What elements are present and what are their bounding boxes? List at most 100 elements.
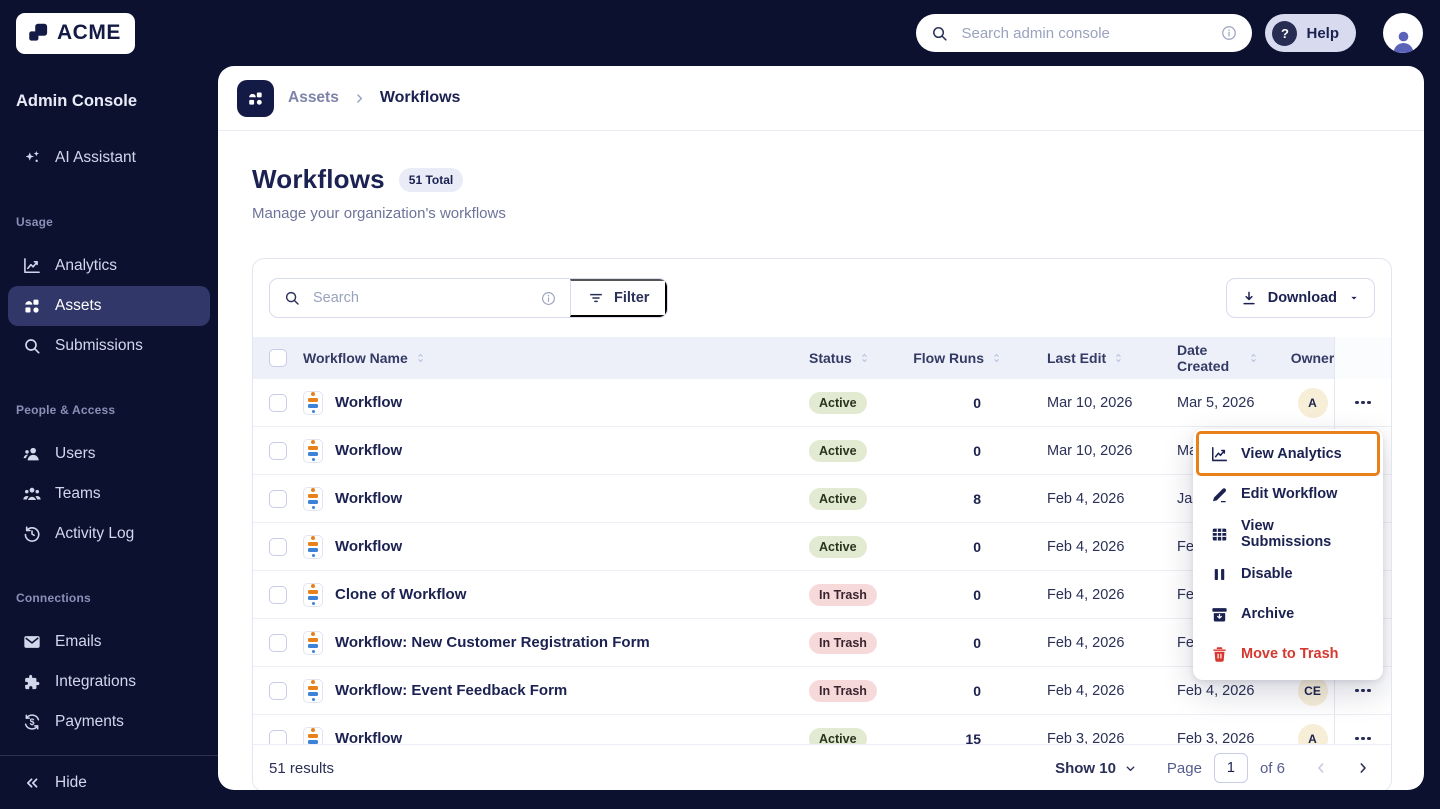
collapse-icon bbox=[22, 773, 42, 793]
sidebar-item-teams[interactable]: Teams bbox=[8, 474, 210, 514]
menu-item-view-submissions[interactable]: View Submissions bbox=[1193, 514, 1383, 554]
workflow-name-link[interactable]: Workflow bbox=[335, 394, 403, 411]
row-checkbox[interactable] bbox=[269, 537, 287, 556]
acme-logo[interactable]: ACME bbox=[16, 12, 135, 54]
last-edit-value: Mar 10, 2026 bbox=[1047, 394, 1133, 411]
sidebar-item-label: Teams bbox=[55, 485, 101, 502]
row-checkbox[interactable] bbox=[269, 489, 287, 508]
last-edit-value: Feb 4, 2026 bbox=[1047, 634, 1125, 651]
menu-item-move-to-trash[interactable]: Move to Trash bbox=[1193, 634, 1383, 674]
sidebar-item-label: Assets bbox=[55, 297, 102, 314]
page-title: Workflows bbox=[252, 164, 385, 194]
workflows-table-card: Filter Download Workflow Name Status Flo… bbox=[252, 258, 1392, 790]
menu-item-edit-workflow[interactable]: Edit Workflow bbox=[1193, 474, 1383, 514]
workflow-name-link[interactable]: Workflow: Event Feedback Form bbox=[335, 682, 568, 699]
date-created-value: Fe bbox=[1177, 538, 1194, 555]
column-header-status[interactable]: Status bbox=[809, 350, 871, 366]
status-badge: In Trash bbox=[809, 679, 877, 702]
page-header: Workflows 51 Total Manage your organizat… bbox=[218, 131, 1424, 222]
next-page-button[interactable] bbox=[1351, 756, 1375, 780]
workflow-icon bbox=[303, 582, 323, 607]
global-search-input[interactable] bbox=[959, 23, 1211, 43]
menu-item-disable[interactable]: Disable bbox=[1193, 554, 1383, 594]
breadcrumb: Assets Workflows bbox=[218, 66, 1424, 131]
sidebar-item-label: Payments bbox=[55, 713, 124, 730]
last-edit-value: Feb 4, 2026 bbox=[1047, 490, 1125, 507]
column-header-flow-runs[interactable]: Flow Runs bbox=[913, 350, 1003, 366]
row-checkbox[interactable] bbox=[269, 633, 287, 652]
column-header-owner[interactable]: Owner bbox=[1291, 350, 1334, 366]
chart-icon bbox=[1210, 445, 1229, 464]
column-header-workflow-name[interactable]: Workflow Name bbox=[303, 350, 427, 366]
sidebar-hide-button[interactable]: Hide bbox=[8, 763, 210, 803]
filter-button[interactable]: Filter bbox=[570, 279, 668, 317]
person-icon bbox=[1393, 31, 1413, 53]
row-actions-button[interactable] bbox=[1349, 395, 1377, 411]
table-search[interactable] bbox=[270, 279, 570, 317]
select-all-checkbox[interactable] bbox=[269, 349, 287, 367]
teams-icon bbox=[22, 484, 42, 504]
status-badge: Active bbox=[809, 487, 867, 510]
sidebar-item-activity-log[interactable]: Activity Log bbox=[8, 514, 210, 554]
acme-logo-icon bbox=[26, 20, 52, 46]
last-edit-value: Feb 4, 2026 bbox=[1047, 538, 1125, 555]
archive-icon bbox=[1210, 605, 1229, 624]
sidebar-item-emails[interactable]: Emails bbox=[8, 622, 210, 662]
sidebar-item-integrations[interactable]: Integrations bbox=[8, 662, 210, 702]
breadcrumb-assets-link[interactable]: Assets bbox=[288, 89, 339, 106]
column-header-date-created[interactable]: Date Created bbox=[1177, 342, 1260, 374]
download-button[interactable]: Download bbox=[1225, 278, 1375, 318]
table-header-row: Workflow Name Status Flow Runs Last Edit… bbox=[253, 337, 1391, 379]
flow-runs-value: 8 bbox=[973, 490, 981, 507]
sort-icon[interactable] bbox=[858, 350, 871, 366]
results-count: 51 results bbox=[269, 759, 335, 777]
chevron-right-icon bbox=[1360, 763, 1366, 773]
menu-item-archive[interactable]: Archive bbox=[1193, 594, 1383, 634]
column-header-last-edit[interactable]: Last Edit bbox=[1047, 350, 1125, 366]
row-checkbox[interactable] bbox=[269, 393, 287, 412]
sidebar-item-analytics[interactable]: Analytics bbox=[8, 246, 210, 286]
sidebar-item-ai-assistant[interactable]: AI Assistant bbox=[8, 138, 210, 178]
workflow-name-link[interactable]: Workflow bbox=[335, 442, 403, 459]
actions-column-header bbox=[1334, 337, 1391, 379]
menu-item-view-analytics[interactable]: View Analytics bbox=[1193, 434, 1383, 474]
sort-icon[interactable] bbox=[1247, 350, 1260, 366]
workflow-name-link[interactable]: Workflow bbox=[335, 490, 403, 507]
sidebar-item-label: Integrations bbox=[55, 673, 136, 690]
global-search[interactable] bbox=[916, 14, 1253, 52]
envelope-icon bbox=[22, 632, 42, 652]
workflow-name-link[interactable]: Workflow bbox=[335, 730, 403, 747]
row-checkbox[interactable] bbox=[269, 441, 287, 460]
sidebar-item-users[interactable]: Users bbox=[8, 434, 210, 474]
help-button[interactable]: ? Help bbox=[1265, 14, 1356, 52]
workflow-name-link[interactable]: Workflow: New Customer Registration Form bbox=[335, 634, 650, 651]
table-row[interactable]: Workflow Active 0 Mar 10, 2026 Mar 5, 2026 A bbox=[253, 379, 1391, 427]
pencil-icon bbox=[1210, 485, 1229, 504]
sort-icon[interactable] bbox=[414, 350, 427, 366]
show-per-page-dropdown[interactable]: Show 10 bbox=[1055, 760, 1137, 777]
sparkles-icon bbox=[22, 148, 42, 168]
workflow-name-link[interactable]: Workflow bbox=[335, 538, 403, 555]
page-number-input[interactable] bbox=[1213, 753, 1248, 783]
sidebar-item-assets[interactable]: Assets bbox=[8, 286, 210, 326]
sidebar-item-submissions[interactable]: Submissions bbox=[8, 326, 210, 366]
user-avatar[interactable] bbox=[1383, 13, 1423, 53]
row-actions-button[interactable] bbox=[1349, 731, 1377, 747]
sidebar-item-label: Emails bbox=[55, 633, 102, 650]
row-checkbox[interactable] bbox=[269, 585, 287, 604]
sort-icon[interactable] bbox=[1112, 350, 1125, 366]
sort-icon[interactable] bbox=[990, 350, 1003, 366]
menu-item-label: Archive bbox=[1241, 606, 1295, 622]
sidebar-item-label: AI Assistant bbox=[55, 149, 136, 166]
row-checkbox[interactable] bbox=[269, 681, 287, 700]
table-search-input[interactable] bbox=[311, 289, 530, 307]
workflow-name-link[interactable]: Clone of Workflow bbox=[335, 586, 467, 603]
row-actions-button[interactable] bbox=[1349, 683, 1377, 699]
info-icon bbox=[540, 290, 557, 307]
sidebar-item-payments[interactable]: $ Payments bbox=[8, 702, 210, 742]
page-label: Page bbox=[1166, 759, 1202, 777]
assets-icon bbox=[22, 296, 42, 316]
workflow-icon bbox=[303, 486, 323, 511]
filter-label: Filter bbox=[614, 290, 650, 306]
previous-page-button[interactable] bbox=[1309, 756, 1333, 780]
